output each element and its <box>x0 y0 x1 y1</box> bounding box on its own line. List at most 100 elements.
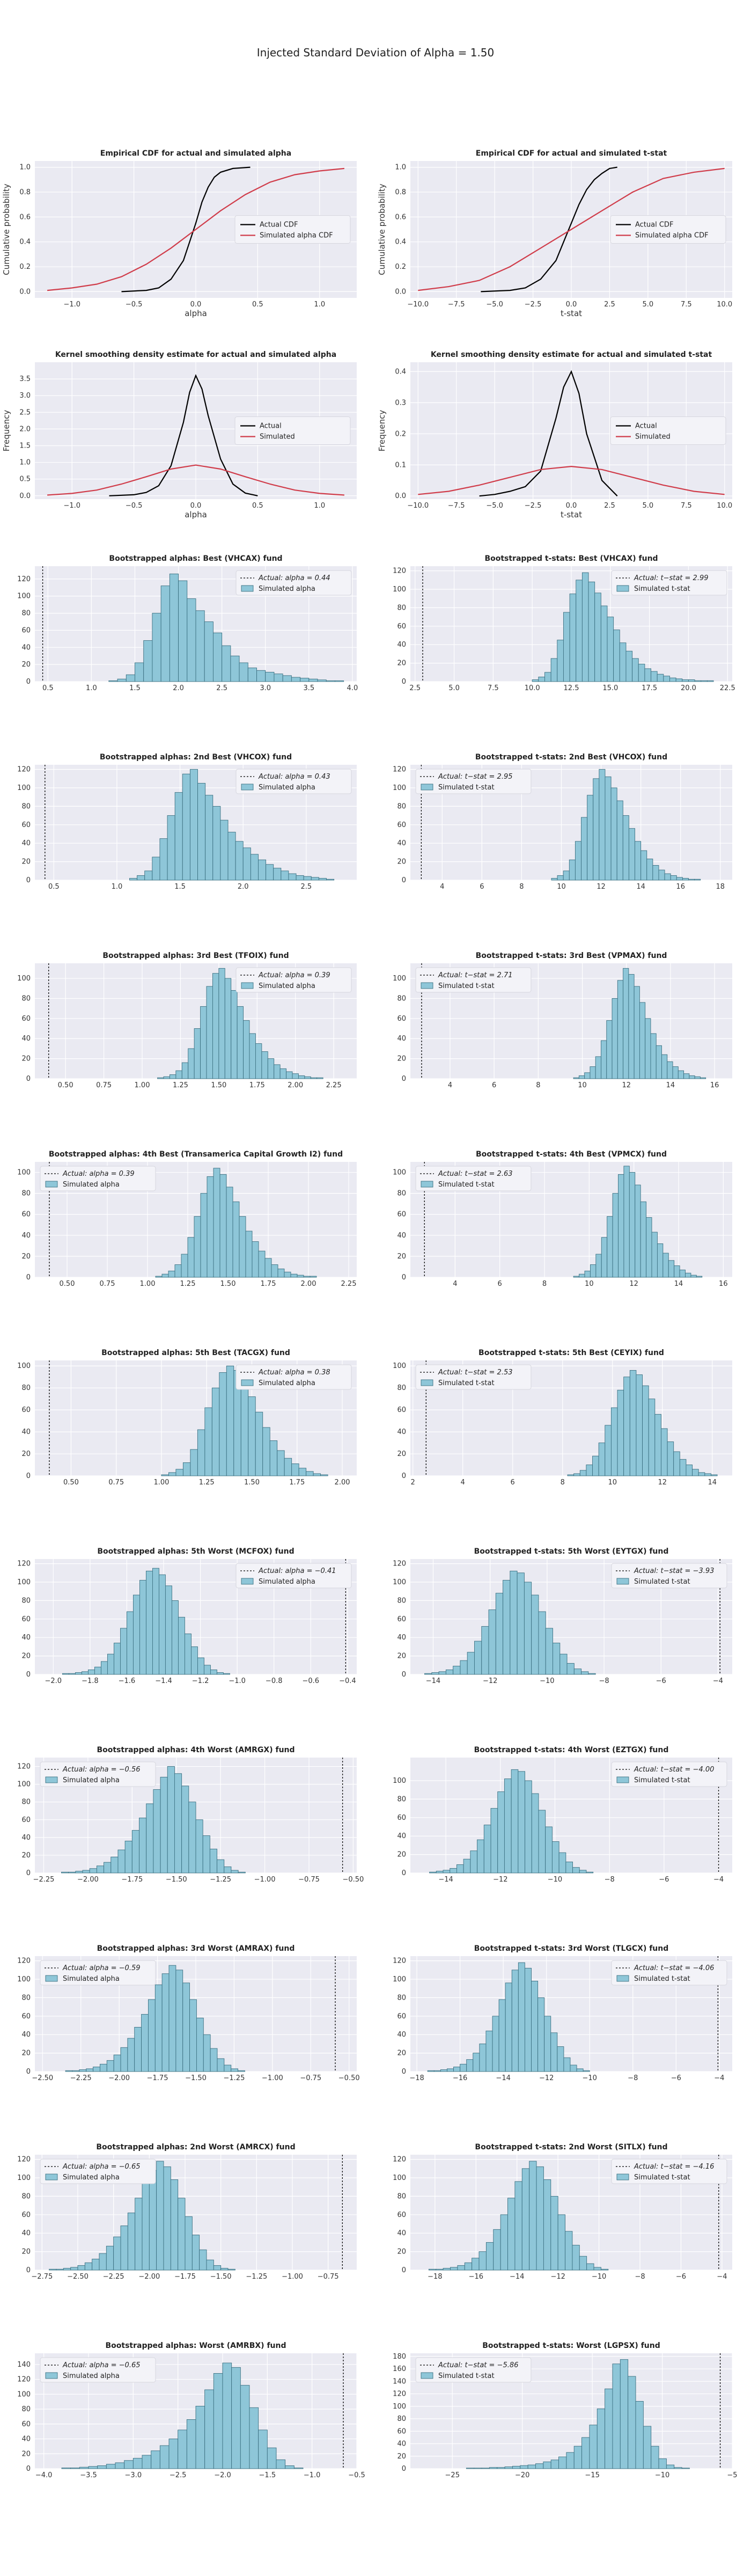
histogram-bar <box>694 1076 701 1079</box>
histogram-bar <box>204 2389 214 2469</box>
panel-23: −4.0 −3.5 −3.0 −2.5 −2.0 −1.5 −1.0 −0.5 0 20 40 60 8… <box>17 2341 365 2479</box>
histogram-bar <box>273 868 282 881</box>
histogram-bar <box>443 2268 451 2271</box>
y-tick-label: 100 <box>17 1169 31 1177</box>
y-tick-label: 0 <box>402 2068 406 2076</box>
legend-label-simulated: Simulated t-stat <box>438 784 495 792</box>
x-tick-label: 2.25 <box>326 1081 342 1089</box>
x-tick-label: −1.6 <box>119 1677 136 1685</box>
legend-swatch-simulated <box>421 2372 433 2379</box>
x-tick-label: 7.5 <box>681 301 692 309</box>
histogram-bar <box>255 1043 262 1079</box>
x-tick-label: 20.0 <box>681 684 696 692</box>
y-tick-label: 20 <box>397 858 406 866</box>
histogram-bar <box>572 1867 580 1874</box>
legend-box <box>415 1364 532 1390</box>
series-line-2 <box>418 167 725 291</box>
histogram-bar <box>545 1826 553 1874</box>
histogram-bar <box>70 2468 80 2469</box>
x-tick-label: −0.50 <box>338 2074 360 2082</box>
histogram-bar <box>511 1970 519 2072</box>
histogram-bar <box>326 680 335 682</box>
histogram-bar <box>168 2439 179 2469</box>
legend-box <box>40 1761 156 1787</box>
legend-box <box>235 570 352 596</box>
histogram-bar <box>75 1871 83 1874</box>
histogram-bar <box>692 1469 699 1476</box>
y-tick-label: 40 <box>21 2031 31 2039</box>
x-tick-label: −20 <box>515 2471 529 2479</box>
y-tick-label: 60 <box>397 2427 406 2435</box>
histogram-bar <box>590 1264 597 1278</box>
histogram-bar <box>194 1028 201 1079</box>
histogram-bar <box>481 2468 490 2469</box>
histogram-bar <box>664 873 671 881</box>
x-tick-label: −2.00 <box>77 1876 99 1884</box>
x-tick-label: −0.6 <box>302 1677 319 1685</box>
y-tick-label: 40 <box>397 2229 406 2237</box>
x-tick-label: −14 <box>426 1677 440 1685</box>
histogram-bar <box>310 1077 318 1079</box>
histogram-bar <box>586 2263 594 2271</box>
histogram-bar <box>188 1802 196 1874</box>
y-tick-label: 0.5 <box>19 475 31 484</box>
x-tick-label: 2.0 <box>238 883 249 891</box>
histogram-bar <box>120 2047 128 2072</box>
x-tick-label: 8 <box>561 1479 565 1487</box>
histogram-bar <box>550 2032 558 2072</box>
histogram-bar <box>431 1672 439 1675</box>
y-tick-label: 60 <box>21 1615 31 1623</box>
y-tick-label: 40 <box>397 1035 406 1043</box>
x-tick-label: −1.0 <box>63 502 80 510</box>
histogram-bar <box>178 1616 185 1675</box>
histogram-bar <box>497 2467 505 2469</box>
histogram-bar <box>206 986 213 1079</box>
histogram-bar <box>239 662 248 682</box>
histogram-bar <box>227 2268 235 2271</box>
histogram-bar <box>86 2068 94 2072</box>
y-tick-label: 80 <box>397 802 406 810</box>
y-tick-label: 40 <box>21 839 31 847</box>
histogram-bar <box>61 1871 69 1874</box>
histogram-bar <box>192 2235 200 2271</box>
histogram-bar <box>474 1641 482 1675</box>
x-tick-label: −5.0 <box>486 301 503 309</box>
histogram-bar <box>200 1193 208 1278</box>
histogram-bar <box>189 769 198 881</box>
histogram-bar <box>573 1668 582 1675</box>
histogram-bar <box>218 968 225 1079</box>
y-tick-label: 80 <box>21 802 31 810</box>
legend-swatch-simulated <box>241 784 254 791</box>
x-tick-label: −1.5 <box>259 2471 276 2479</box>
x-tick-label: 2.5 <box>604 301 615 309</box>
y-tick-label: 60 <box>21 1211 31 1219</box>
y-tick-label: 120 <box>17 1560 31 1568</box>
histogram-bar <box>99 2253 107 2271</box>
histogram-bar <box>643 2426 652 2469</box>
histogram-bar <box>579 1870 587 1874</box>
x-tick-label: −10.0 <box>407 301 429 309</box>
x-tick-label: 1.25 <box>173 1081 188 1089</box>
y-tick-label: 20 <box>397 1652 406 1660</box>
x-tick-label: 14 <box>708 1479 717 1487</box>
histogram-bar <box>658 869 665 881</box>
histogram-bar <box>616 800 623 881</box>
histogram-bar <box>662 1253 669 1278</box>
x-tick-label: 18 <box>716 883 725 891</box>
legend-label-simulated: Simulated alpha <box>63 1975 120 1983</box>
histogram-bar <box>82 1870 90 1874</box>
histogram-bar <box>606 1020 613 1079</box>
histogram-bar <box>203 1665 211 1675</box>
panel-title: Bootstrapped t-stats: 5th Worst (EYTGX) … <box>474 1547 669 1556</box>
histogram-bar <box>674 2467 682 2469</box>
x-tick-label: −12 <box>493 1876 507 1884</box>
y-tick-label: 80 <box>397 604 406 612</box>
legend: Actual: t−stat = −3.93 Simulated t-stat <box>611 1563 727 1589</box>
y-tick-label: 100 <box>17 2174 31 2182</box>
histogram-bar <box>213 1168 220 1278</box>
x-tick-label: −0.5 <box>348 2471 365 2479</box>
histogram-bar <box>168 1270 175 1278</box>
legend-label-actual: Actual: t−stat = −4.16 <box>634 2163 714 2171</box>
panel-21: −2.75 −2.50 −2.25 −2.00 −1.75 −1.50 −1.25 −1.00… <box>17 2143 357 2281</box>
histogram-bar <box>550 2196 558 2271</box>
